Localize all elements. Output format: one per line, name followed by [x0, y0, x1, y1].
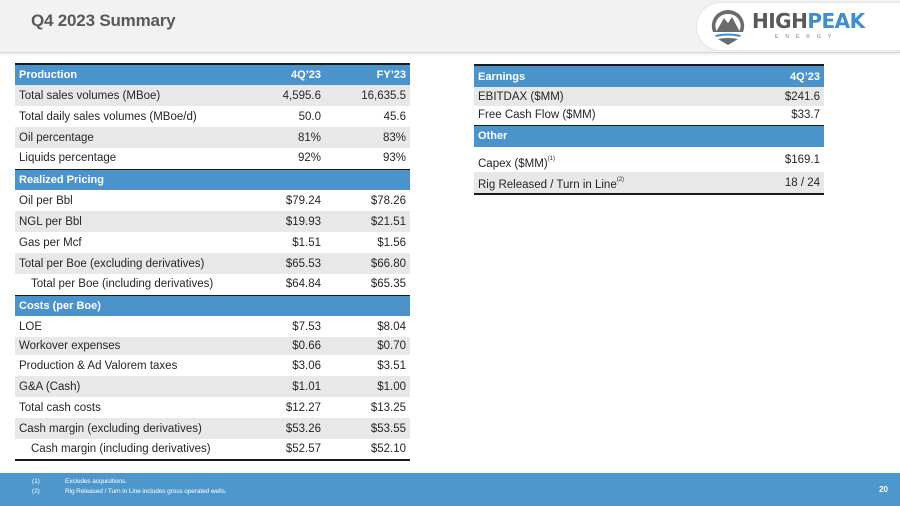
table-row: Cash margin (including derivatives) $52.… [15, 439, 410, 461]
table-row: Oil percentage 81% 83% [15, 127, 410, 148]
table-row: Liquids percentage 92% 93% [19, 152, 406, 165]
table-row: Oil per Bbl $79.24 $78.26 [19, 194, 406, 207]
company-logo: HIGHPEAK ENERGY [697, 3, 900, 50]
table-row: Cash margin (excluding derivatives) $53.… [15, 418, 410, 439]
section-header-costs: Costs (per Boe) [15, 294, 410, 316]
table-row: Gas per Mcf $1.51 $1.56 [19, 236, 406, 249]
table-row: Free Cash Flow ($MM) $33.7 [478, 109, 820, 122]
table-row: Total per Boe (excluding derivatives) $6… [15, 253, 410, 274]
mountain-logo-icon [711, 9, 745, 45]
table-row: Total daily sales volumes (MBoe/d) 50.0 … [19, 110, 406, 123]
logo-subtitle: ENERGY [775, 34, 839, 40]
section-header-realized-pricing: Realized Pricing [15, 168, 410, 190]
column-header-fy: FY’23 [325, 64, 410, 85]
earnings-other-table: Earnings 4Q’23 EBITDAX ($MM) $241.6 Free… [474, 64, 824, 195]
page-number: 20 [879, 485, 888, 494]
table-row: Total per Boe (including derivatives) $6… [31, 278, 406, 291]
section-header-production: Production 4Q’23 FY’23 [15, 64, 410, 85]
table-row: LOE $7.53 $8.04 [19, 320, 406, 333]
table-row: NGL per Bbl $19.93 $21.51 [15, 211, 410, 232]
table-row: Total sales volumes (MBoe) 4,595.6 16,63… [15, 85, 410, 106]
table-row: EBITDAX ($MM) $241.6 [474, 87, 824, 106]
page-title: Q4 2023 Summary [31, 11, 176, 30]
section-header-other: Other [474, 124, 824, 147]
table-row: Production & Ad Valorem taxes $3.06 $3.5… [19, 359, 406, 372]
table-row: Capex ($MM)(1) $169.1 [478, 153, 820, 171]
slide-header: Q4 2023 Summary HIGHPEAK ENERGY [0, 0, 900, 53]
logo-wordmark: HIGHPEAK [752, 9, 865, 33]
section-header-earnings: Earnings 4Q’23 [474, 65, 824, 87]
table-row: Total cash costs $12.27 $13.25 [19, 401, 406, 414]
footnote-ref: (1) [547, 156, 555, 162]
slide-footer: (1) Excludes acquisitions. (2) Rig Relea… [0, 473, 900, 506]
production-pricing-costs-table: Production 4Q’23 FY’23 Total sales volum… [15, 63, 410, 461]
column-header-q4: 4Q’23 [240, 64, 325, 85]
column-header-q4: 4Q’23 [734, 65, 824, 87]
table-row: G&A (Cash) $1.01 $1.00 [15, 376, 410, 397]
footnote-ref: (2) [616, 177, 625, 183]
table-row: Workover expenses $0.66 $0.70 [15, 337, 410, 355]
table-row: Rig Released / Turn in Line(2) 18 / 24 [474, 172, 824, 195]
